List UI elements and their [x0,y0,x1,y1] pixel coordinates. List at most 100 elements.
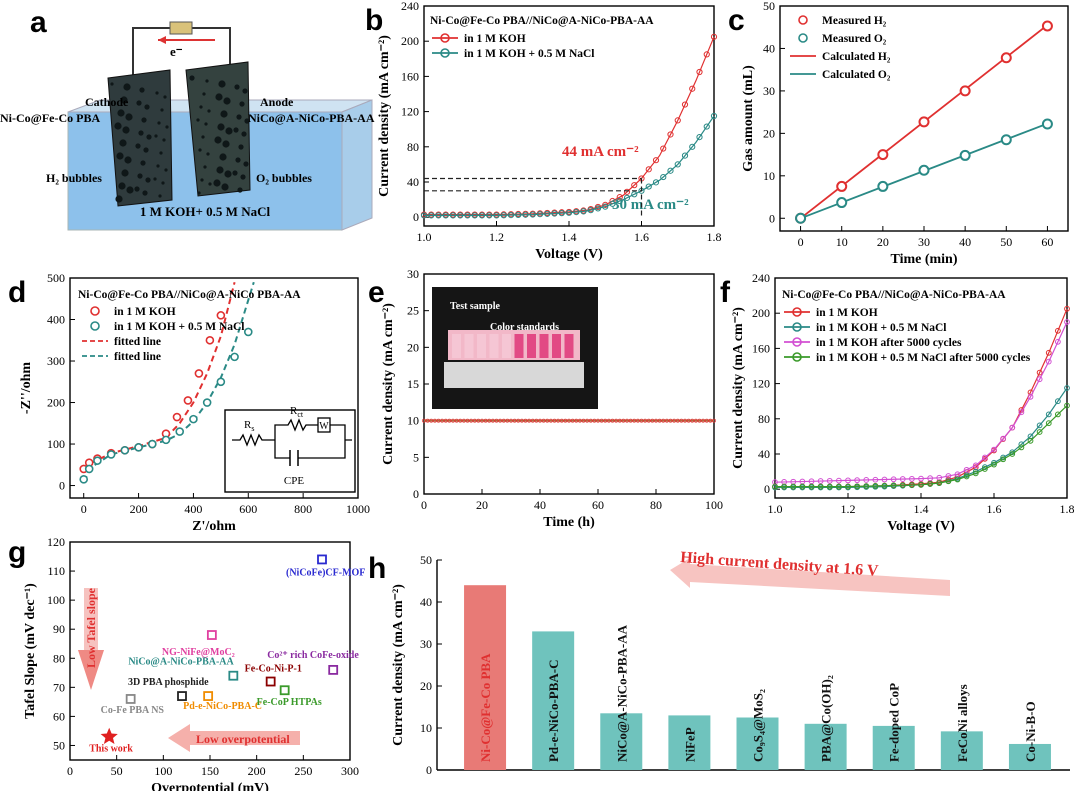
data-point [1045,358,1052,365]
h2-bubbles-label: H₂ bubbles [46,171,102,185]
battery-icon [169,21,193,35]
vial [464,334,474,358]
data-point [183,396,193,405]
data-point [443,418,448,423]
x-axis-label: Z'/ohm [192,519,236,534]
point-label: Fe-CoP HTPAs [257,697,322,708]
data-point [573,208,580,216]
data-point [672,418,677,423]
data-point [552,418,557,423]
data-point [660,173,667,181]
data-point [652,179,660,186]
data-point [548,418,553,423]
electrode-pore [199,105,203,109]
data-point [981,466,988,472]
electrode-pore [243,161,249,167]
electrode-pore [220,110,228,118]
y-tick-label: 200 [752,306,770,320]
y-tick-label: 40 [763,41,775,55]
data-point [425,418,430,423]
electrode-pore [240,174,246,180]
legend-marker [792,307,802,317]
data-point [617,418,622,423]
data-point [972,462,979,469]
data-point [652,157,660,164]
color-standards-label: Color standards [490,322,559,333]
y-tick-label: 300 [47,354,65,368]
data-point [918,164,930,176]
electrode-pore [219,153,227,161]
x-tick-label: 150 [201,764,219,778]
y-axis-label: Current density (mA cm⁻²) [381,303,396,465]
y-tick-label: 30 [763,84,775,98]
square-marker [317,554,327,565]
x-tick-label: 0 [81,502,87,516]
data-point [1000,456,1007,463]
legend-entry: in 1 M KOH after 5000 cycles [816,337,962,349]
data-point [991,446,997,453]
data-point [674,117,681,124]
bar [940,731,983,770]
electrode-pore [142,190,148,196]
data-point [599,418,604,423]
electrode-pore [221,183,229,191]
data-point [536,211,544,218]
data-point [703,123,710,130]
electron-label: e⁻ [170,44,183,59]
electrode-pore [163,95,167,99]
data-point [631,191,638,198]
data-point [664,418,669,423]
legend-marker [90,306,100,316]
data-point [689,143,696,150]
electrode-pore [118,182,126,190]
electrode-pore [203,165,207,169]
data-point [172,412,182,422]
electrode-pore [204,122,208,126]
x-axis-label: Voltage (V) [887,519,955,534]
chart-title: Ni-Co@Fe-Co PBA//NiCo@A-NiCo-PBA-AA [782,289,1006,301]
vial [452,334,461,358]
data-point [592,418,597,423]
data-point [79,475,89,484]
legend-entry: in 1 M KOH + 0.5 M NaCl [816,322,947,334]
x-tick-label: 50 [1000,235,1012,249]
vial [527,334,536,358]
x-tick-label: 100 [705,498,723,512]
annotation-text: 30 mA cm⁻² [612,197,689,213]
data-point [1064,385,1070,391]
electrode-pore [164,168,168,172]
rct-subscript: ct [297,410,304,419]
bar-label: Ni-Co@Fe-Co PBA [478,653,493,762]
panel-b: b 1.0 1.2 1.4 1.6 1.8 0 40 80 120 160 200 240 Voltage… [365,0,722,262]
data-point [963,466,970,473]
electrode-pore [214,136,222,144]
electrode-pore [189,75,195,81]
anode-material-label: NiCo@A-NiCo-PBA-AA [248,111,375,125]
rct-label: Rct [290,405,304,419]
data-point [493,212,500,219]
data-point [696,68,703,76]
data-point [679,418,684,423]
data-point [194,369,204,378]
y-tick-label: 500 [47,271,65,285]
electrode-pore [146,134,152,140]
data-point [681,152,689,159]
electrode-pore [206,152,210,156]
y-tick-label: 160 [752,341,770,355]
square-marker [265,676,276,687]
y-axis-label: Current density (mA cm⁻²) [731,307,746,469]
data-point [927,481,934,487]
data-point [478,212,486,219]
y-tick-label: 10 [407,414,419,428]
electrode-pore [197,191,201,195]
data-point [681,101,689,108]
electrode-pore [239,101,245,107]
data-point [93,456,102,465]
data-point [817,483,824,490]
panel-e: e 0 20 40 60 80 100 0 5 10 15 20 25 30 Time (h) Current… [368,267,723,530]
x-tick-label: 1.4 [914,502,929,516]
bar-label: Co-Ni-B-O [1023,701,1038,762]
x-tick-label: 0 [798,235,804,249]
x-tick-label: 200 [248,764,266,778]
data-point [690,418,695,423]
